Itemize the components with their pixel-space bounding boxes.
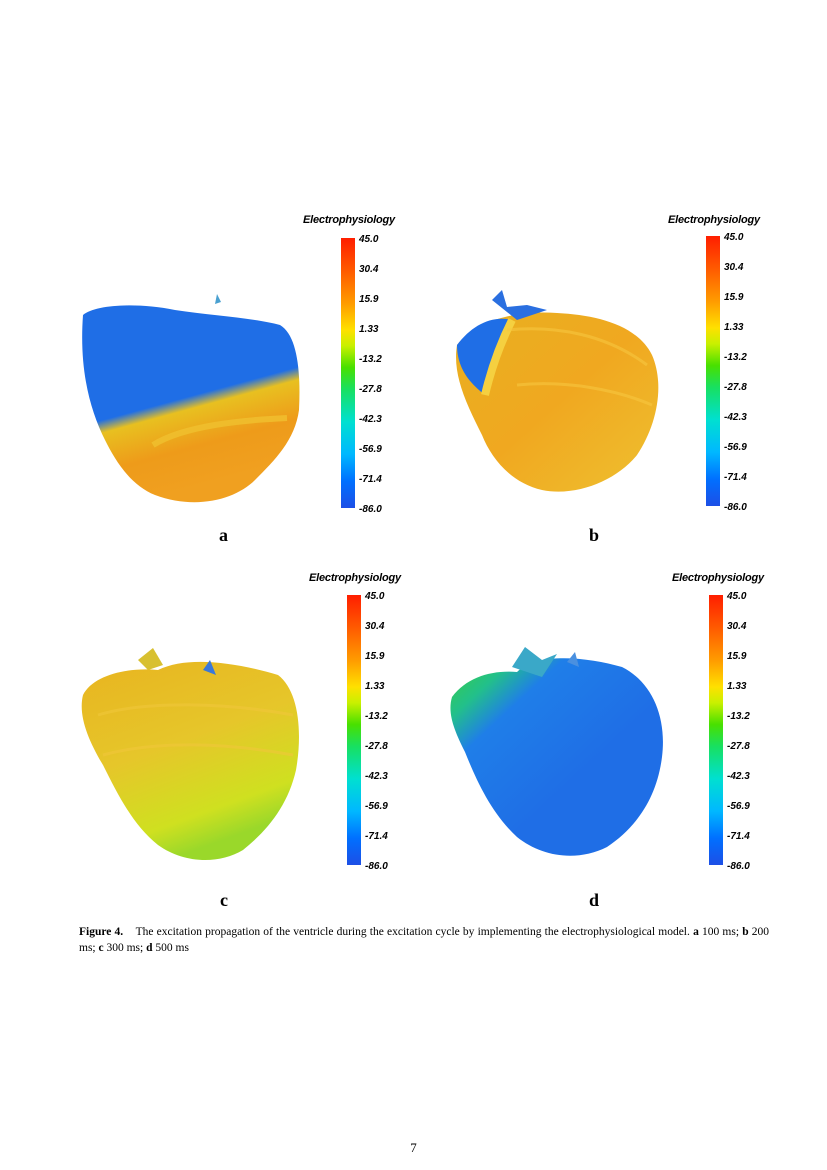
tick-label: -86.0 [365, 861, 388, 872]
tick-label: 1.33 [724, 322, 744, 333]
tick-label: -86.0 [724, 502, 747, 513]
tick-label: -71.4 [727, 831, 750, 842]
colorbar-title-b: Electrophysiology [668, 214, 760, 226]
caption-time-b: 200 ms; [79, 926, 770, 954]
tick-label: -56.9 [365, 801, 388, 812]
tick-label: 30.4 [724, 262, 744, 273]
figure-caption: Figure 4. The excitation propagation of … [79, 924, 769, 956]
tick-label: -56.9 [724, 442, 747, 453]
page-number: 7 [410, 1140, 417, 1155]
tick-label: 30.4 [727, 621, 747, 632]
tick-label: -13.2 [724, 352, 747, 363]
heart-render-b [456, 290, 659, 492]
panel-label-c: c [220, 890, 228, 910]
tick-label: 15.9 [724, 292, 744, 303]
caption-time-c: 300 ms; [106, 942, 144, 954]
tick-label: -13.2 [727, 711, 750, 722]
tick-label: 1.33 [365, 681, 385, 692]
heart-render-d [450, 647, 663, 856]
tick-label: -86.0 [727, 861, 750, 872]
tick-label: 1.33 [359, 324, 379, 335]
tick-label: 15.9 [365, 651, 385, 662]
caption-label-c: c [98, 942, 104, 954]
tick-label: 45.0 [727, 591, 747, 602]
tick-label: -56.9 [359, 444, 382, 455]
colorbar-a [341, 238, 355, 508]
caption-lead: Figure 4. [79, 926, 124, 938]
tick-label: 45.0 [359, 234, 379, 245]
tick-label: -56.9 [727, 801, 750, 812]
tick-label: -13.2 [365, 711, 388, 722]
tick-label: -27.8 [359, 384, 382, 395]
panel-label-d: d [589, 890, 600, 910]
caption-text: The excitation propagation of the ventri… [135, 926, 690, 938]
tick-label: -13.2 [359, 354, 382, 365]
tick-label: 30.4 [359, 264, 379, 275]
panel-label-a: a [219, 525, 228, 545]
colorbar-b [706, 236, 720, 506]
caption-time-d: 500 ms [155, 942, 189, 954]
heart-render-c [81, 648, 299, 861]
colorbar-title-d: Electrophysiology [672, 572, 764, 584]
tick-label: -27.8 [365, 741, 388, 752]
tick-label: -42.3 [724, 412, 747, 423]
tick-label: 45.0 [365, 591, 385, 602]
colorbar-d [709, 595, 723, 865]
caption-label-b: b [742, 926, 749, 938]
tick-label: 15.9 [727, 651, 747, 662]
colorbar-title-a: Electrophysiology [303, 214, 395, 226]
caption-time-a: 100 ms; [701, 926, 740, 938]
tick-label: 1.33 [727, 681, 747, 692]
tick-label: -27.8 [724, 382, 747, 393]
tick-label: -71.4 [365, 831, 388, 842]
tick-label: -27.8 [727, 741, 750, 752]
colorbar-title-c: Electrophysiology [309, 572, 401, 584]
caption-label-d: d [146, 942, 153, 954]
caption-label-a: a [693, 926, 699, 938]
tick-label: -86.0 [359, 504, 382, 515]
tick-label: -42.3 [365, 771, 388, 782]
tick-label: -42.3 [359, 414, 382, 425]
tick-label: -71.4 [724, 472, 747, 483]
heart-render-a [82, 294, 300, 503]
tick-label: -71.4 [359, 474, 382, 485]
tick-label: -42.3 [727, 771, 750, 782]
panel-label-b: b [589, 525, 600, 545]
tick-label: 45.0 [724, 232, 744, 243]
colorbar-c [347, 595, 361, 865]
tick-label: 15.9 [359, 294, 379, 305]
tick-label: 30.4 [365, 621, 385, 632]
